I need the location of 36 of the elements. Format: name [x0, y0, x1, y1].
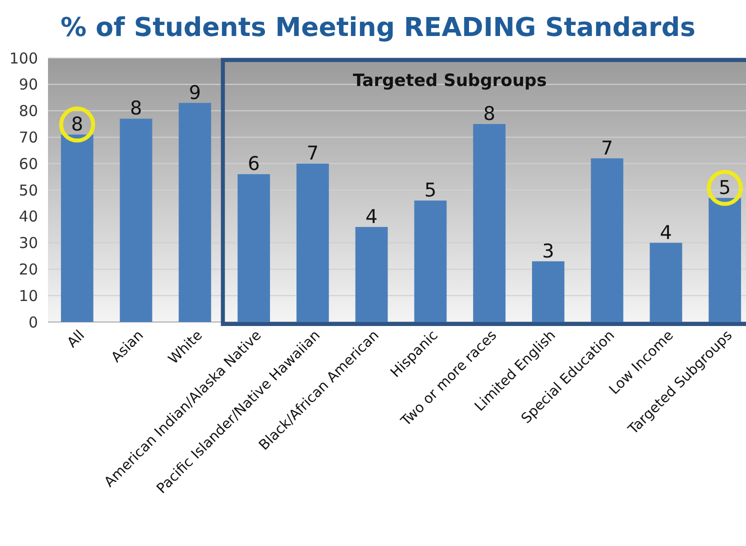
annotation: 4 — [660, 222, 672, 244]
y-tick-label: 100 — [9, 49, 38, 68]
annotation: 8 — [130, 98, 142, 120]
annotation: 7 — [306, 142, 319, 165]
bar — [120, 118, 152, 322]
y-tick-label: 40 — [18, 208, 38, 226]
y-tick-label: 30 — [18, 234, 38, 252]
y-tick-label: 10 — [18, 286, 38, 305]
bar — [414, 200, 447, 322]
y-tick-label: 80 — [18, 102, 38, 120]
bar — [590, 158, 624, 322]
bar — [473, 124, 506, 322]
bar — [355, 226, 388, 322]
annotation: 8 — [483, 103, 496, 125]
annotation: 5 — [718, 176, 731, 199]
y-tick-label: 20 — [18, 260, 38, 278]
bar — [296, 164, 329, 322]
y-tick-label: 60 — [18, 154, 38, 173]
annotation: 5 — [424, 180, 436, 202]
annotation: Targeted Subgroups — [352, 71, 547, 91]
annotation: 9 — [188, 82, 201, 104]
bar — [238, 174, 270, 322]
x-tick-label: All — [64, 328, 88, 352]
bar — [178, 102, 212, 322]
annotation: 6 — [248, 153, 260, 176]
y-tick-label: 90 — [18, 76, 38, 94]
bar — [650, 242, 682, 322]
annotation: 7 — [601, 137, 614, 160]
bar — [532, 261, 564, 322]
y-tick-label: 70 — [18, 128, 38, 146]
y-tick-label: 50 — [18, 181, 38, 200]
annotation: 8 — [71, 114, 84, 136]
annotation: 3 — [542, 240, 554, 262]
annotation: 4 — [366, 206, 378, 228]
y-tick-label: 0 — [28, 313, 38, 332]
chart-title: % of Students Meeting READING Standards — [60, 13, 696, 43]
